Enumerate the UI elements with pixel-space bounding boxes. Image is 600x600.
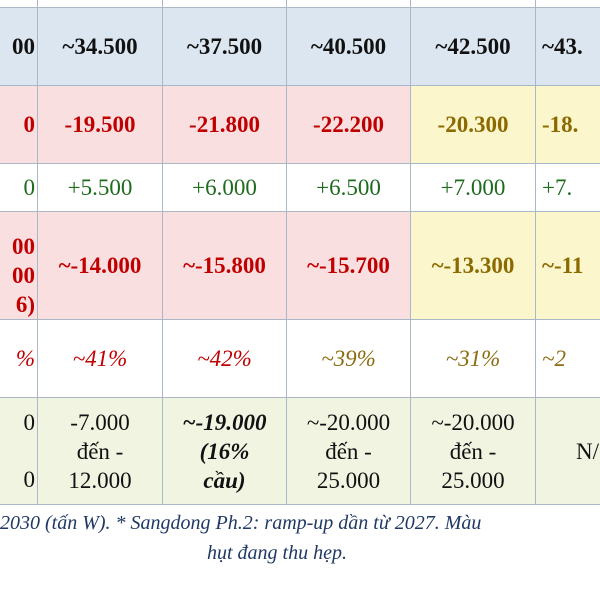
cell-line: (16% [199,438,250,464]
table-cell: ~-15.700 [287,212,411,320]
cell-line: 12.000 [68,467,132,493]
table-cell [287,0,411,8]
table-cell: 00 00 6) [0,212,38,320]
table-cell: -18. [536,86,600,164]
table-cell: -19.500 [38,86,163,164]
table-cell: +7.000 [411,164,536,212]
table-cell [38,0,163,8]
cell-line: 00 [12,263,35,288]
cell-line: cầu) [203,467,246,493]
table-cell [163,0,287,8]
table-cell: ~39% [287,320,411,398]
footnote-line: hụt đang thu hẹp. [207,542,347,564]
table-cell: ~-11 [536,212,600,320]
cell-line: 25.000 [441,467,505,493]
cell-line: đến - [325,438,372,464]
table-cell: ~-19.000 (16% cầu) [163,398,287,505]
table-cell: -22.200 [287,86,411,164]
table-cell: -21.800 [163,86,287,164]
cell-line: đến - [449,438,497,464]
table-cell: ~31% [411,320,536,398]
table-cell: -7.000 đến - 12.000 [38,398,163,505]
table-cell: +5.500 [38,164,163,212]
table-cell: ~43. [536,8,600,86]
table-cell: +7. [536,164,600,212]
table-cell: ~-20.000 đến - 25.000 [411,398,536,505]
table-cell: ~37.500 [163,8,287,86]
cell-line: 0 [23,467,36,492]
cell-line: ~-20.000 [431,409,515,435]
cell-line: đến - [76,438,124,464]
table-cell [536,0,600,8]
table-cell: ~42.500 [411,8,536,86]
table-cell: ~41% [38,320,163,398]
table-footnote: 2030 (tấn W). * Sangdong Ph.2: ramp-up d… [0,508,600,568]
table-cell: ~-20.000 đến - 25.000 [287,398,411,505]
cell-line: 0 [23,410,36,435]
cell-line: ~-19.000 [182,409,267,435]
table-cell: N/ [536,398,600,505]
table-cell: ~40.500 [287,8,411,86]
table-cell: ~-14.000 [38,212,163,320]
cell-line: 00 [12,234,35,259]
table-cell: 00 [0,8,38,86]
table-cell: ~34.500 [38,8,163,86]
table-cell: ~-13.300 [411,212,536,320]
cell-line: -7.000 [70,409,130,435]
table-cell: ~2 [536,320,600,398]
table-cell [411,0,536,8]
table-cell: -20.300 [411,86,536,164]
table-cell [0,0,38,8]
cell-line: 25.000 [316,467,381,493]
table-cell: 0 0 [0,398,38,505]
table-cell: % [0,320,38,398]
cell-line: ~-20.000 [306,409,391,435]
table-cell: ~-15.800 [163,212,287,320]
table-cell: +6.500 [287,164,411,212]
cell-line: 6) [15,292,35,317]
table-cell: ~42% [163,320,287,398]
data-table: 00 ~34.500 ~37.500 ~40.500 ~42.500 ~43. … [0,0,600,505]
table-cell: +6.000 [163,164,287,212]
footnote-line: 2030 (tấn W). * Sangdong Ph.2: ramp-up d… [0,512,482,534]
table-cell: 0 [0,164,38,212]
table-cell: 0 [0,86,38,164]
